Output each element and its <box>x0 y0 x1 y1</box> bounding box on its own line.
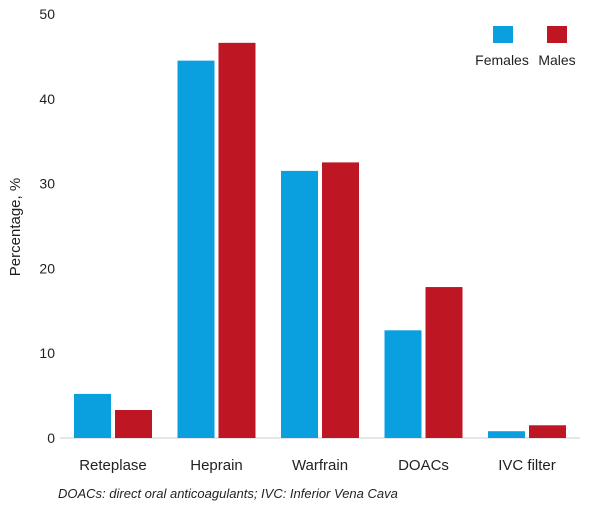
bar-males-heprain <box>218 42 256 438</box>
y-tick-label: 40 <box>39 91 55 107</box>
x-tick-label: Heprain <box>190 457 243 474</box>
legend-label-males: Males <box>538 52 575 68</box>
x-tick-label: DOACs <box>398 457 449 474</box>
y-axis: 0 10 20 30 40 50 <box>39 6 55 446</box>
bar-females-ivc-filter <box>488 431 525 438</box>
bar-females-warfrain <box>281 170 318 438</box>
bar-females-doacs <box>384 330 422 438</box>
bar-males-ivc-filter <box>529 425 566 438</box>
bar-females-heprain <box>177 60 215 438</box>
x-tick-label: IVC filter <box>498 457 556 474</box>
legend-swatch-females <box>493 26 513 43</box>
x-tick-label: Reteplase <box>79 457 147 474</box>
footnote: DOACs: direct oral anticoagulants; IVC: … <box>58 486 398 501</box>
x-tick-label: Warfrain <box>292 457 348 474</box>
y-tick-label: 10 <box>39 345 55 361</box>
bar-males-reteplase <box>115 410 152 438</box>
x-axis-categories: Reteplase Heprain Warfrain DOACs IVC filter <box>79 457 556 474</box>
y-axis-title: Percentage, % <box>7 178 24 276</box>
bar-males-doacs <box>425 287 463 438</box>
bar-females-reteplase <box>74 393 111 438</box>
y-tick-label: 50 <box>39 6 55 22</box>
bar-chart: Percentage, % 0 10 20 30 40 50 Reteplase Hepra… <box>7 6 580 474</box>
legend-swatch-males <box>547 26 567 43</box>
bar-males-warfrain <box>322 162 359 438</box>
legend: Females Males <box>475 26 576 68</box>
y-tick-label: 30 <box>39 176 55 192</box>
legend-label-females: Females <box>475 52 529 68</box>
y-tick-label: 20 <box>39 260 55 276</box>
y-tick-label: 0 <box>47 430 55 446</box>
bars-group <box>74 42 566 438</box>
